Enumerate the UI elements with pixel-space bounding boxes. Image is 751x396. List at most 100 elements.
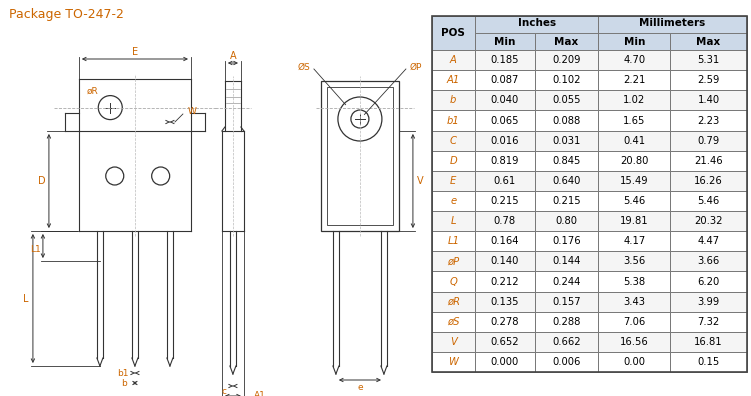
Bar	[475, 50, 535, 70]
Text: 0.640: 0.640	[552, 176, 581, 186]
Text: ØS: ØS	[297, 63, 310, 72]
Text: 0.040: 0.040	[490, 95, 519, 105]
Bar	[599, 90, 671, 110]
Text: 16.56: 16.56	[620, 337, 649, 347]
Text: 0.61: 0.61	[493, 176, 516, 186]
Text: 0.79: 0.79	[698, 136, 719, 146]
Bar	[599, 110, 671, 131]
Text: 0.000: 0.000	[490, 357, 519, 367]
Text: Max: Max	[554, 36, 578, 47]
Text: 0.006: 0.006	[552, 357, 581, 367]
Text: 0.80: 0.80	[556, 216, 578, 226]
Bar	[599, 131, 671, 151]
Text: L1: L1	[31, 244, 41, 253]
Bar	[432, 151, 475, 171]
Text: 0.244: 0.244	[552, 276, 581, 286]
Text: Inches: Inches	[517, 19, 556, 29]
Bar	[535, 312, 599, 332]
Text: 0.140: 0.140	[490, 256, 519, 267]
Text: 1.40: 1.40	[698, 95, 719, 105]
Text: A1: A1	[254, 392, 266, 396]
Bar	[535, 231, 599, 251]
Text: V: V	[450, 337, 457, 347]
Bar	[432, 251, 475, 271]
Bar	[475, 251, 535, 271]
Text: 0.031: 0.031	[552, 136, 581, 146]
Text: 0.15: 0.15	[698, 357, 719, 367]
Text: 5.46: 5.46	[623, 196, 646, 206]
Bar	[599, 332, 671, 352]
Bar	[671, 90, 746, 110]
Text: ØP: ØP	[410, 63, 422, 72]
Text: 3.56: 3.56	[623, 256, 646, 267]
Bar	[599, 271, 671, 291]
Text: 4.47: 4.47	[698, 236, 719, 246]
Text: A1: A1	[447, 75, 460, 85]
Text: 3.66: 3.66	[698, 256, 719, 267]
Text: 4.70: 4.70	[623, 55, 646, 65]
Text: 7.06: 7.06	[623, 317, 646, 327]
Text: 0.065: 0.065	[490, 116, 519, 126]
Bar	[432, 271, 475, 291]
Text: 0.662: 0.662	[552, 337, 581, 347]
Bar	[599, 211, 671, 231]
Text: 1.65: 1.65	[623, 116, 646, 126]
Text: 19.81: 19.81	[620, 216, 649, 226]
Bar	[535, 271, 599, 291]
Text: 5.38: 5.38	[623, 276, 646, 286]
Text: 0.176: 0.176	[552, 236, 581, 246]
Text: 0.055: 0.055	[552, 95, 581, 105]
Text: e: e	[450, 196, 457, 206]
Text: 20.80: 20.80	[620, 156, 649, 166]
Bar	[475, 231, 535, 251]
Text: 0.144: 0.144	[552, 256, 581, 267]
Bar	[432, 16, 475, 50]
Bar	[671, 171, 746, 191]
Bar	[535, 90, 599, 110]
Text: 0.845: 0.845	[552, 156, 581, 166]
Text: V: V	[417, 176, 424, 186]
Bar	[599, 291, 671, 312]
Bar	[535, 50, 599, 70]
Bar	[535, 332, 599, 352]
Bar	[327, 87, 393, 225]
Text: 0.135: 0.135	[490, 297, 519, 307]
Text: A: A	[450, 55, 457, 65]
Bar	[475, 332, 535, 352]
Bar	[432, 50, 475, 70]
Bar	[432, 191, 475, 211]
Bar	[599, 33, 671, 50]
Bar	[432, 131, 475, 151]
Text: 0.215: 0.215	[552, 196, 581, 206]
Text: Max: Max	[696, 36, 721, 47]
Bar	[535, 291, 599, 312]
Bar	[535, 151, 599, 171]
Bar	[535, 33, 599, 50]
Text: 0.652: 0.652	[490, 337, 519, 347]
Bar	[535, 70, 599, 90]
Bar	[599, 50, 671, 70]
Text: 0.288: 0.288	[552, 317, 581, 327]
Bar	[671, 271, 746, 291]
Bar	[671, 131, 746, 151]
Bar	[535, 191, 599, 211]
Text: øS: øS	[447, 317, 460, 327]
Text: 3.43: 3.43	[623, 297, 645, 307]
Bar	[475, 171, 535, 191]
Text: øP: øP	[447, 256, 460, 267]
Bar	[671, 33, 746, 50]
Text: 3.99: 3.99	[698, 297, 719, 307]
Bar	[671, 312, 746, 332]
Bar	[432, 90, 475, 110]
Text: 5.46: 5.46	[698, 196, 719, 206]
Bar	[671, 211, 746, 231]
Bar	[535, 171, 599, 191]
Text: 20.32: 20.32	[695, 216, 723, 226]
Bar	[671, 352, 746, 372]
Text: D: D	[38, 176, 46, 186]
Bar	[475, 191, 535, 211]
Bar	[475, 33, 535, 50]
Bar	[432, 291, 475, 312]
Bar	[599, 16, 746, 50]
Text: 15.49: 15.49	[620, 176, 649, 186]
